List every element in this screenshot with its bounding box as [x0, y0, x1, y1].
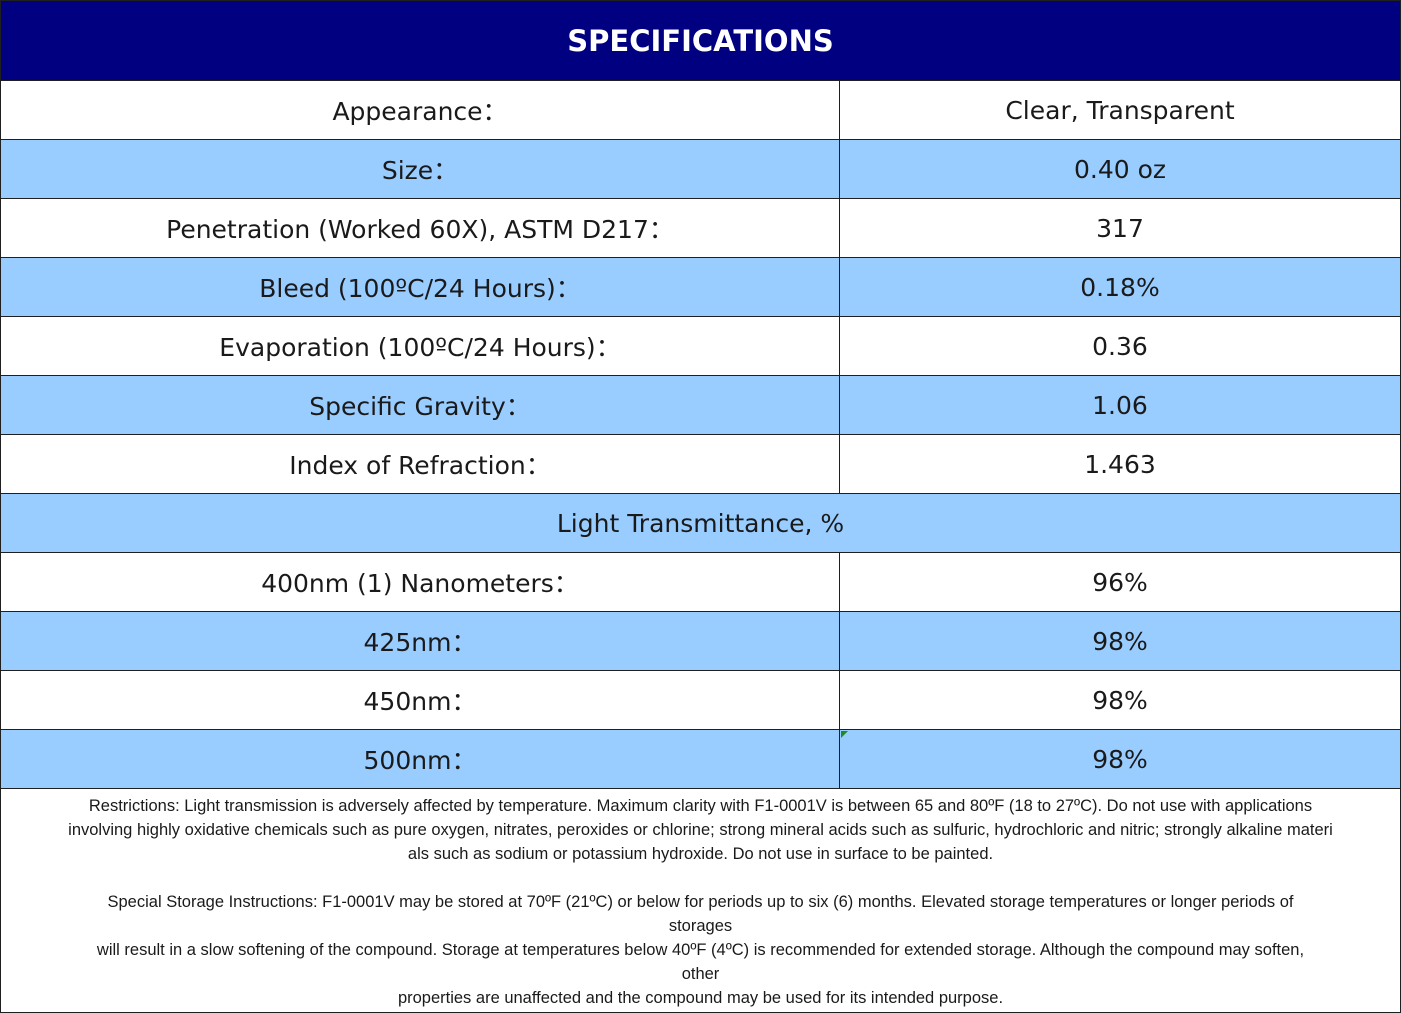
storage-line: storages — [668, 917, 733, 935]
section-header-light-transmittance: Light Transmittance, % — [1, 494, 1400, 553]
notes-spacer — [4, 866, 1397, 890]
spec-row-index-of-refraction: Index of Refraction： 1.463 — [1, 435, 1400, 494]
section-title: Light Transmittance, % — [556, 508, 845, 538]
spec-value: 96% — [1092, 567, 1148, 597]
spec-value: 98% — [1092, 744, 1148, 774]
spec-label: 400nm (1) Nanometers： — [1, 553, 840, 611]
transmittance-row-400nm: 400nm (1) Nanometers： 96% — [1, 553, 1400, 612]
storage-line: properties are unaffected and the compou… — [397, 989, 1004, 1007]
spec-row-bleed: Bleed (100ºC/24 Hours)： 0.18% — [1, 258, 1400, 317]
spec-value: Clear, Transparent — [1005, 95, 1235, 125]
spec-label: Bleed (100ºC/24 Hours)： — [1, 258, 840, 316]
spec-value: 98% — [1092, 685, 1148, 715]
spec-value: 98% — [1092, 626, 1148, 656]
cell-comment-marker — [841, 731, 848, 738]
spec-row-appearance: Appearance： Clear, Transparent — [1, 81, 1400, 140]
restrictions-line: als such as sodium or potassium hydroxid… — [407, 845, 994, 863]
storage-line: Special Storage Instructions: F1-0001V m… — [107, 893, 1294, 911]
notes-block: Restrictions: Light transmission is adve… — [1, 789, 1400, 1010]
spec-row-size: Size： 0.40 oz — [1, 140, 1400, 199]
spec-value: 1.06 — [1092, 390, 1148, 420]
spec-label: 450nm： — [1, 671, 840, 729]
spec-value: 0.40 oz — [1073, 154, 1167, 184]
storage-line: will result in a slow softening of the c… — [96, 941, 1305, 959]
sheet-title: SPECIFICATIONS — [1, 1, 1400, 81]
spec-value: 0.18% — [1080, 272, 1160, 302]
spec-label: Appearance： — [1, 81, 840, 139]
spec-label: 425nm： — [1, 612, 840, 670]
spec-value: 0.36 — [1092, 331, 1148, 361]
spec-label: Size： — [1, 140, 840, 198]
spec-value: 317 — [1096, 213, 1144, 243]
spec-value: 1.463 — [1084, 449, 1156, 479]
spec-label: Specific Gravity： — [1, 376, 840, 434]
transmittance-row-500nm: 500nm： 98% — [1, 730, 1400, 789]
restrictions-line: Restrictions: Light transmission is adve… — [88, 797, 1313, 815]
spec-label: Evaporation (100ºC/24 Hours)： — [1, 317, 840, 375]
storage-line: other — [681, 965, 720, 983]
transmittance-row-450nm: 450nm： 98% — [1, 671, 1400, 730]
spec-label: Penetration (Worked 60X), ASTM D217： — [1, 199, 840, 257]
spec-label: 500nm： — [1, 730, 840, 788]
spec-row-penetration: Penetration (Worked 60X), ASTM D217： 317 — [1, 199, 1400, 258]
spec-row-evaporation: Evaporation (100ºC/24 Hours)： 0.36 — [1, 317, 1400, 376]
spec-row-specific-gravity: Specific Gravity： 1.06 — [1, 376, 1400, 435]
spec-label: Index of Refraction： — [1, 435, 840, 493]
restrictions-line: involving highly oxidative chemicals suc… — [68, 821, 1333, 839]
transmittance-row-425nm: 425nm： 98% — [1, 612, 1400, 671]
